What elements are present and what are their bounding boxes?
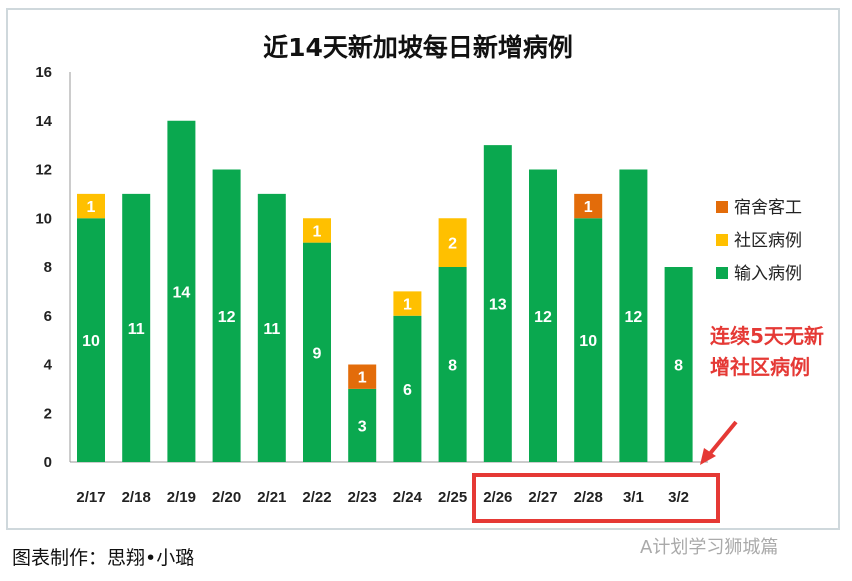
annotation-line-2: 增社区病例 bbox=[710, 355, 810, 379]
data-label: 11 bbox=[128, 321, 145, 338]
data-label: 6 bbox=[403, 382, 412, 399]
watermark: A计划学习狮城篇 bbox=[640, 537, 779, 558]
data-label: 12 bbox=[218, 309, 236, 326]
legend-swatch bbox=[716, 201, 728, 213]
data-label: 1 bbox=[584, 199, 593, 216]
data-label: 9 bbox=[313, 345, 322, 362]
data-label: 10 bbox=[579, 333, 597, 350]
legend-swatch bbox=[716, 234, 728, 246]
bar-segment bbox=[574, 193, 603, 219]
x-tick-label: 3/1 bbox=[623, 489, 644, 506]
data-label: 1 bbox=[403, 297, 412, 314]
bar-segment bbox=[257, 193, 286, 462]
data-label: 13 bbox=[489, 297, 507, 314]
bar-segment bbox=[212, 169, 241, 462]
x-tick-label: 2/25 bbox=[438, 489, 467, 506]
arrow-head bbox=[700, 448, 716, 465]
y-tick-label: 2 bbox=[44, 405, 52, 422]
data-label: 1 bbox=[87, 199, 96, 216]
data-label: 1 bbox=[313, 223, 322, 240]
bar-segment bbox=[483, 145, 512, 462]
annotation-line-1: 连续5天无新 bbox=[710, 324, 824, 348]
data-label: 8 bbox=[448, 358, 457, 375]
y-tick-label: 6 bbox=[44, 308, 52, 325]
y-tick-label: 8 bbox=[44, 259, 52, 276]
bar-segment bbox=[529, 169, 557, 462]
bar-segment bbox=[122, 193, 151, 462]
chart-credit: 图表制作：思翔•小璐 bbox=[12, 547, 195, 569]
bar-segment bbox=[303, 218, 331, 243]
x-tick-label: 2/21 bbox=[257, 489, 286, 506]
legend-swatch bbox=[716, 267, 728, 279]
bar-segment bbox=[348, 364, 377, 389]
bar-segment bbox=[664, 267, 693, 462]
y-tick-label: 4 bbox=[44, 357, 53, 374]
highlight-box bbox=[472, 473, 720, 523]
data-label: 2 bbox=[448, 236, 457, 253]
y-tick-label: 14 bbox=[35, 113, 52, 130]
bar-segment bbox=[393, 315, 422, 462]
data-label: 12 bbox=[625, 309, 643, 326]
bar-segment bbox=[438, 218, 467, 267]
x-tick-label: 2/28 bbox=[574, 489, 603, 506]
x-tick-label: 2/20 bbox=[212, 489, 241, 506]
bar-segment bbox=[167, 120, 196, 462]
bar-segment bbox=[574, 218, 603, 462]
arrow-line bbox=[706, 420, 738, 458]
bar-segment bbox=[619, 169, 648, 462]
y-tick-label: 0 bbox=[44, 454, 52, 471]
data-label: 14 bbox=[173, 284, 191, 301]
x-tick-label: 2/24 bbox=[393, 489, 423, 506]
chart-frame: 近14天新加坡每日新增病例 0 2 4 6 8 10 12 14 16 2/17 2/18 2/19 2… bbox=[6, 8, 840, 530]
chart-title: 近14天新加坡每日新增病例 bbox=[263, 33, 573, 62]
y-tick-label: 10 bbox=[35, 210, 52, 227]
data-label: 8 bbox=[674, 358, 683, 375]
x-tick-label: 2/23 bbox=[348, 489, 377, 506]
x-tick-label: 2/19 bbox=[167, 489, 196, 506]
legend-label: 社区病例 bbox=[734, 231, 802, 251]
x-tick-label: 2/18 bbox=[122, 489, 151, 506]
bar-segment bbox=[348, 388, 377, 462]
bar-segment bbox=[77, 193, 105, 219]
data-label: 3 bbox=[358, 418, 367, 435]
bar-segment bbox=[438, 267, 467, 462]
legend-label: 输入病例 bbox=[734, 264, 802, 284]
y-tick-label: 16 bbox=[35, 64, 52, 81]
y-tick-label: 12 bbox=[35, 162, 52, 179]
data-label: 10 bbox=[82, 333, 100, 350]
bar-segment bbox=[303, 242, 331, 462]
x-tick-label: 2/17 bbox=[76, 489, 105, 506]
legend-label: 宿舍客工 bbox=[734, 198, 802, 218]
x-tick-label: 2/27 bbox=[528, 489, 557, 506]
data-label: 11 bbox=[263, 321, 280, 338]
data-label: 1 bbox=[358, 370, 367, 387]
x-tick-label: 2/22 bbox=[302, 489, 331, 506]
bar-segment bbox=[393, 291, 422, 316]
x-tick-label: 3/2 bbox=[668, 489, 689, 506]
data-label: 12 bbox=[534, 309, 552, 326]
bar-segment bbox=[77, 218, 105, 462]
x-tick-label: 2/26 bbox=[483, 489, 512, 506]
